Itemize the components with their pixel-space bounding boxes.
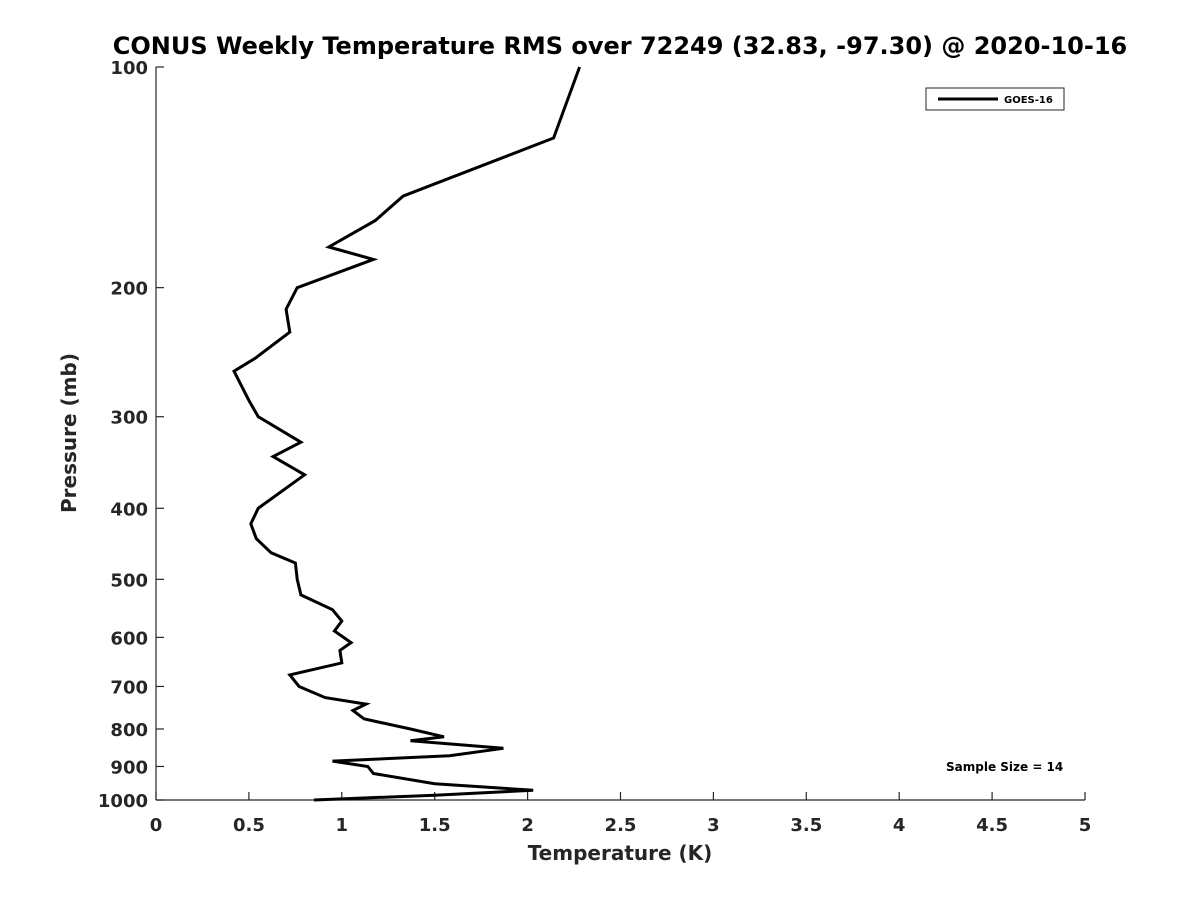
series-group [232, 66, 582, 802]
legend: GOES-16 [925, 87, 1065, 111]
x-tick-label: 1.5 [419, 815, 451, 836]
y-tick-label: 1000 [98, 791, 148, 812]
x-tick-label: 4 [893, 815, 906, 836]
x-tick-label: 0 [150, 815, 163, 836]
chart-title: CONUS Weekly Temperature RMS over 72249 … [113, 32, 1127, 60]
y-tick-label: 200 [110, 279, 148, 300]
x-ticks: 0 0.5 1 1.5 2 2.5 3 3.5 4 4.5 5 [150, 792, 1092, 836]
y-axis-label: Pressure (mb) [57, 353, 81, 513]
x-tick-label: 1 [336, 815, 349, 836]
x-tick-label: 3.5 [790, 815, 822, 836]
legend-label: GOES-16 [1004, 95, 1053, 106]
x-tick-label: 4.5 [976, 815, 1008, 836]
x-tick-label: 5 [1079, 815, 1092, 836]
y-tick-label: 100 [110, 58, 148, 79]
x-axis-label: Temperature (K) [528, 841, 713, 865]
y-tick-label: 900 [110, 757, 148, 778]
x-tick-label: 2.5 [605, 815, 637, 836]
y-ticks: 100 200 300 400 500 600 700 800 900 1000 [98, 58, 164, 812]
y-tick-label: 700 [110, 677, 148, 698]
y-tick-label: 300 [110, 408, 148, 429]
y-tick-label: 400 [110, 499, 148, 520]
series-line-goes-16 [232, 66, 582, 802]
y-tick-label: 500 [110, 570, 148, 591]
y-tick-label: 600 [110, 628, 148, 649]
x-tick-label: 2 [521, 815, 534, 836]
x-tick-label: 3 [707, 815, 720, 836]
x-tick-label: 0.5 [233, 815, 265, 836]
sample-size-annotation: Sample Size = 14 [946, 760, 1063, 774]
y-tick-label: 800 [110, 720, 148, 741]
